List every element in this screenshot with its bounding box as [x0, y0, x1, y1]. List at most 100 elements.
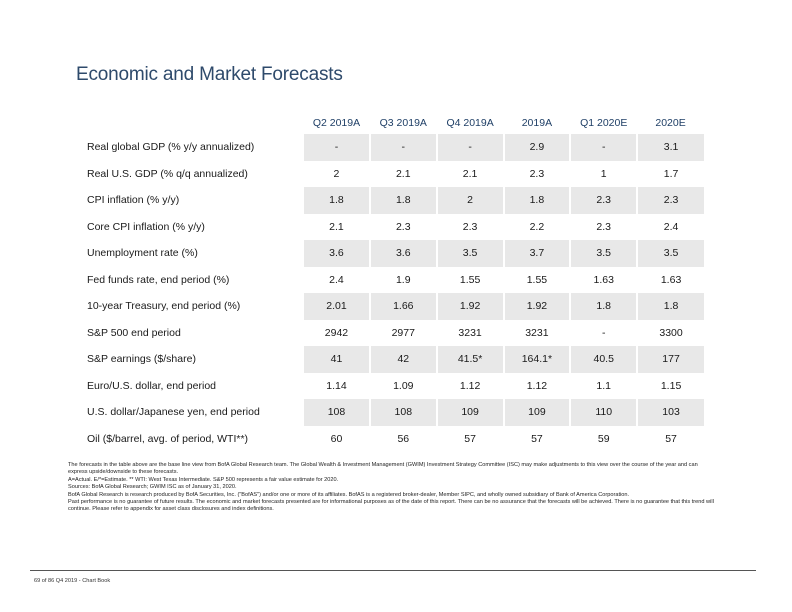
table-cell: 2977 — [368, 319, 437, 346]
table-cell: 1.15 — [636, 372, 704, 399]
row-label: 10-year Treasury, end period (%) — [87, 300, 241, 313]
table-cell: 1.8 — [569, 293, 638, 320]
table-row: S&P earnings ($/share) 41 42 41.5* 164.1… — [83, 346, 704, 373]
row-label: Fed funds rate, end period (%) — [87, 273, 230, 286]
table-cell: - — [368, 134, 437, 161]
row-label: Oil ($/barrel, avg. of period, WTI**) — [87, 432, 249, 445]
column-header: Q4 2019A — [446, 117, 494, 129]
table-cell: 57 — [636, 425, 704, 452]
page-footer: 69 of 86 Q4 2019 - Chart Book — [34, 578, 111, 584]
table-cell: - — [569, 319, 638, 346]
table-cell: 2.3 — [636, 187, 704, 214]
table-cell: 1.63 — [569, 266, 638, 293]
table-cell: 1.1 — [569, 372, 638, 399]
table-cell: 109 — [435, 399, 504, 426]
table-row: 10-year Treasury, end period (%) 2.01 1.… — [83, 293, 704, 320]
table-cell: 1.8 — [368, 187, 437, 214]
table-row: U.S. dollar/Japanese yen, end period 108… — [83, 399, 704, 426]
table-cell: 42 — [368, 346, 437, 373]
table-cell: 1.09 — [368, 372, 437, 399]
table-cell: - — [435, 134, 504, 161]
column-header: 2019A — [521, 117, 553, 129]
page-title: Economic and Market Forecasts — [76, 64, 343, 85]
table-cell: 2 — [435, 187, 504, 214]
forecast-table-body: Real global GDP (% y/y annualized) - - -… — [83, 134, 704, 452]
forecast-table: Q2 2019A Q3 2019A Q4 2019A 2019A Q1 2020… — [83, 112, 704, 452]
forecast-table-header: Q2 2019A Q3 2019A Q4 2019A 2019A Q1 2020… — [83, 112, 704, 134]
column-header: Q3 2019A — [379, 117, 427, 129]
table-cell: 1.12 — [502, 372, 571, 399]
table-cell: 3.1 — [636, 134, 704, 161]
column-header: Q2 2019A — [312, 117, 361, 129]
footnote: Past performance is no guarantee of futu… — [68, 499, 714, 513]
table-cell: 2.3 — [569, 187, 638, 214]
table-cell: 109 — [502, 399, 571, 426]
table-cell: 3.6 — [302, 240, 370, 267]
table-cell: 3231 — [435, 319, 504, 346]
footer-divider — [30, 570, 756, 571]
column-header: 2020E — [655, 117, 686, 129]
table-cell: 103 — [636, 399, 704, 426]
table-cell: 2.4 — [302, 266, 370, 293]
table-cell: 2.4 — [636, 213, 704, 240]
table-cell: 1.8 — [636, 293, 704, 320]
table-cell: 2 — [302, 160, 370, 187]
table-cell: 2.3 — [435, 213, 504, 240]
table-cell: 110 — [569, 399, 638, 426]
table-cell: 108 — [302, 399, 370, 426]
table-cell: 2.3 — [569, 213, 638, 240]
row-label: Euro/U.S. dollar, end period — [87, 379, 216, 392]
row-label: Real U.S. GDP (% q/q annualized) — [87, 167, 248, 180]
table-cell: 41 — [302, 346, 370, 373]
table-cell: 1.14 — [302, 372, 370, 399]
row-label: S&P 500 end period — [87, 326, 181, 339]
table-row: Core CPI inflation (% y/y) 2.1 2.3 2.3 2… — [83, 213, 704, 240]
table-cell: 3.7 — [502, 240, 571, 267]
table-cell: 1.92 — [502, 293, 571, 320]
table-cell: 2.1 — [302, 213, 370, 240]
table-row: S&P 500 end period 2942 2977 3231 3231 -… — [83, 319, 704, 346]
table-cell: 3.5 — [636, 240, 704, 267]
row-label: Core CPI inflation (% y/y) — [87, 220, 205, 233]
table-cell: 1.63 — [636, 266, 704, 293]
footnotes: The forecasts in the table above are the… — [68, 462, 718, 514]
header-corner — [83, 112, 303, 134]
table-cell: - — [569, 134, 638, 161]
table-cell: 40.5 — [569, 346, 638, 373]
table-cell: 3.6 — [368, 240, 437, 267]
table-cell: 164.1* — [502, 346, 571, 373]
row-label: Unemployment rate (%) — [87, 247, 198, 260]
table-row: Oil ($/barrel, avg. of period, WTI**) 60… — [83, 425, 704, 452]
table-cell: 1.8 — [502, 187, 571, 214]
table-cell: 1.12 — [435, 372, 504, 399]
column-header: Q1 2020E — [580, 117, 628, 129]
footnote: BofA Global Research is research produce… — [68, 491, 630, 498]
table-cell: 3300 — [636, 319, 704, 346]
table-row: Unemployment rate (%) 3.6 3.6 3.5 3.7 3.… — [83, 240, 704, 267]
table-cell: 1 — [569, 160, 638, 187]
table-cell: 1.9 — [368, 266, 437, 293]
table-cell: 3231 — [502, 319, 571, 346]
table-row: Real U.S. GDP (% q/q annualized) 2 2.1 2… — [83, 160, 704, 187]
table-cell: 2.9 — [502, 134, 571, 161]
table-row: Real global GDP (% y/y annualized) - - -… — [83, 134, 704, 161]
table-cell: 60 — [302, 425, 370, 452]
table-row: CPI inflation (% y/y) 1.8 1.8 2 1.8 2.3 … — [83, 187, 704, 214]
table-cell: 2.2 — [502, 213, 571, 240]
table-cell: 1.55 — [435, 266, 504, 293]
table-cell: 2.3 — [368, 213, 437, 240]
table-cell: 108 — [368, 399, 437, 426]
table-row: Euro/U.S. dollar, end period 1.14 1.09 1… — [83, 372, 704, 399]
row-label: U.S. dollar/Japanese yen, end period — [87, 406, 260, 419]
table-cell: 56 — [368, 425, 437, 452]
table-cell: 1.7 — [636, 160, 704, 187]
footnote: A=Actual. E/*=Estimate. ** WTI: West Tex… — [68, 476, 339, 483]
table-cell: 2.1 — [368, 160, 437, 187]
table-cell: 2.1 — [435, 160, 504, 187]
table-cell: 57 — [502, 425, 571, 452]
table-cell: 2942 — [302, 319, 370, 346]
row-label: Real global GDP (% y/y annualized) — [87, 141, 255, 154]
table-cell: 57 — [435, 425, 504, 452]
table-cell: 2.01 — [302, 293, 370, 320]
table-cell: 41.5* — [435, 346, 504, 373]
